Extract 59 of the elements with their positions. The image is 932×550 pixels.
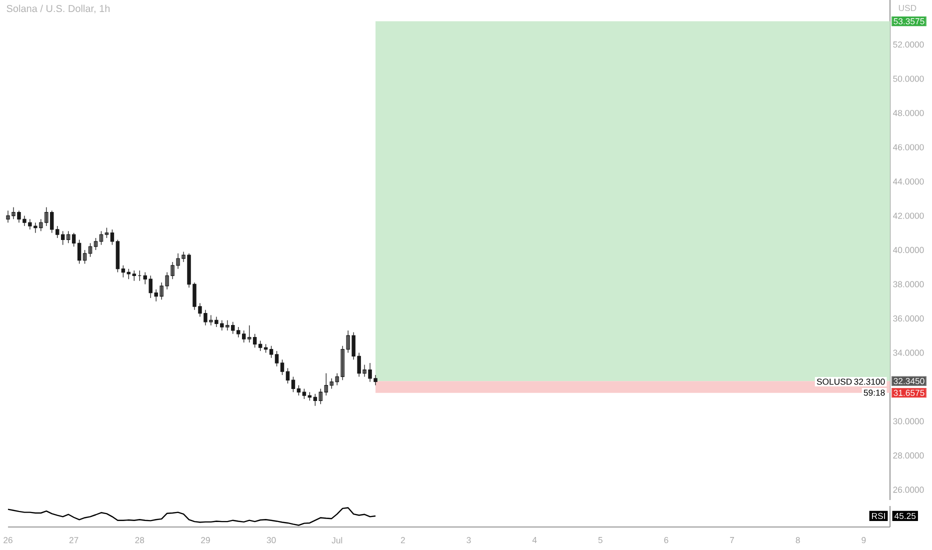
x-tick-label: Jul bbox=[332, 537, 342, 544]
candlestick bbox=[296, 384, 301, 396]
candlestick bbox=[82, 250, 87, 264]
text: 45.25 bbox=[894, 512, 916, 520]
y-tick-label: 28.0000 bbox=[893, 452, 924, 459]
candlestick bbox=[274, 350, 279, 367]
candlestick bbox=[286, 368, 290, 384]
y-axis-title: USD bbox=[898, 4, 916, 12]
candlestick bbox=[269, 346, 274, 358]
candlestick bbox=[99, 230, 104, 246]
chart-title: Solana / U.S. Dollar, 1h bbox=[6, 4, 110, 14]
candlestick bbox=[132, 270, 136, 282]
candlestick bbox=[121, 265, 126, 278]
x-tick-label: 6 bbox=[664, 537, 668, 544]
candlestick bbox=[94, 238, 98, 250]
x-tick-label: 4 bbox=[532, 537, 537, 544]
x-tick-label: 8 bbox=[796, 537, 800, 544]
annotation: SOLUSD bbox=[816, 378, 852, 385]
y-tick-label: 38.0000 bbox=[893, 281, 924, 288]
candlestick bbox=[280, 359, 284, 376]
y-tick-label: 30.0000 bbox=[893, 418, 924, 424]
candlestick bbox=[313, 394, 318, 406]
y-tick-label: 44.0000 bbox=[893, 178, 924, 185]
candlestick bbox=[126, 268, 131, 280]
y-tick-label: 52.0000 bbox=[893, 41, 924, 48]
candlestick bbox=[104, 227, 109, 238]
x-tick-label: 2 bbox=[400, 537, 405, 544]
x-tick-label: 5 bbox=[598, 537, 602, 544]
candlestick bbox=[110, 229, 114, 246]
candlestick bbox=[258, 340, 262, 352]
x-tick-label: 26 bbox=[4, 537, 12, 544]
candlestick bbox=[252, 334, 257, 348]
y-tick-label: 50.0000 bbox=[893, 76, 924, 82]
y-tick-label: 46.0000 bbox=[893, 144, 924, 150]
x-tick-label: 29 bbox=[201, 537, 210, 544]
x-tick-label: 30 bbox=[266, 537, 276, 544]
y-tick-label: 48.0000 bbox=[893, 110, 924, 116]
annotation: 59:18 bbox=[864, 390, 885, 396]
candlestick bbox=[242, 330, 246, 343]
candlestick bbox=[88, 242, 92, 258]
y-tick-label: 26.0000 bbox=[893, 486, 924, 493]
x-tick-label: 3 bbox=[466, 537, 471, 544]
candlestick bbox=[264, 344, 268, 354]
candlestick bbox=[60, 230, 65, 246]
y-tick-label: 42.0000 bbox=[893, 212, 924, 219]
candlestick bbox=[308, 392, 312, 402]
candlestick bbox=[138, 270, 142, 282]
y-tick-label: 40.0000 bbox=[893, 246, 924, 254]
x-tick-label: 9 bbox=[862, 537, 866, 544]
candlestick bbox=[247, 325, 252, 343]
x-tick-label: 7 bbox=[730, 537, 734, 544]
x-tick-label: 27 bbox=[69, 537, 78, 544]
annotation: 32.3100 bbox=[854, 378, 885, 385]
x-tick-label: 28 bbox=[135, 537, 144, 544]
y-tick-label: 36.0000 bbox=[893, 315, 924, 322]
candlestick bbox=[324, 372, 328, 396]
y-tick-label: 34.0000 bbox=[893, 350, 924, 356]
candlestick bbox=[302, 388, 306, 400]
annotation: RSI bbox=[872, 512, 885, 520]
